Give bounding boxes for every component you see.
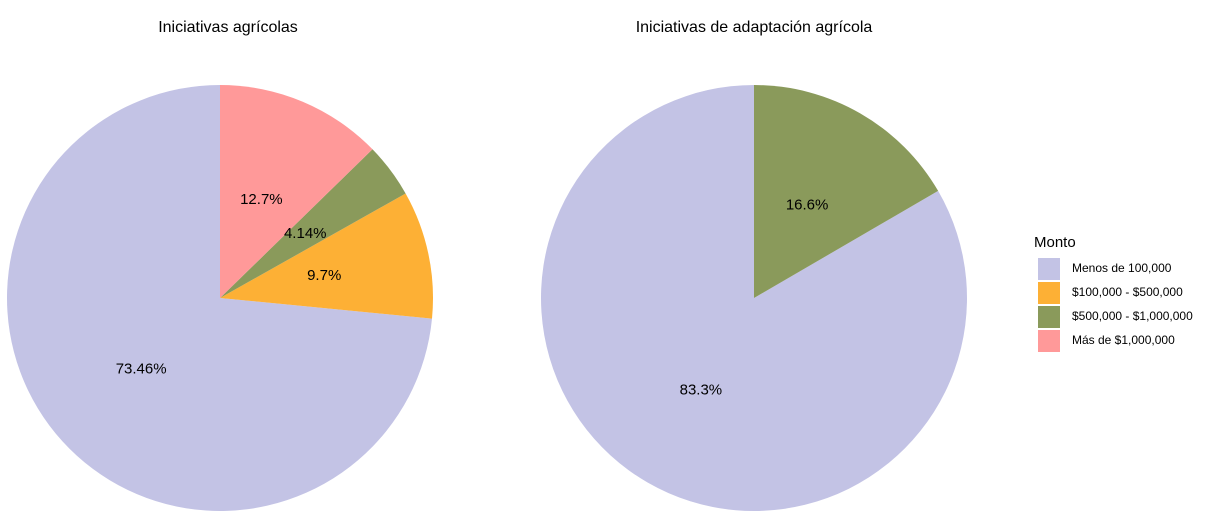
pie-slice bbox=[754, 84, 939, 298]
legend-key bbox=[1038, 330, 1060, 352]
value-label: 16.6% bbox=[786, 197, 829, 214]
legend-title: Monto bbox=[1034, 234, 1076, 251]
pie-slice bbox=[220, 193, 434, 319]
legend-label: $500,000 - $1,000,000 bbox=[1072, 309, 1193, 323]
value-label: 83.3% bbox=[680, 381, 723, 398]
legend-label: $100,000 - $500,000 bbox=[1072, 285, 1183, 299]
legend-key bbox=[1038, 306, 1060, 328]
legend-key bbox=[1038, 282, 1060, 304]
value-label: 73.46% bbox=[116, 361, 167, 378]
value-label: 4.14% bbox=[284, 225, 327, 242]
value-label: 12.7% bbox=[240, 191, 283, 208]
legend-label: Más de $1,000,000 bbox=[1072, 333, 1175, 347]
legend-label: Menos de 100,000 bbox=[1072, 261, 1172, 275]
chart-title: Iniciativas de adaptación agrícola bbox=[636, 19, 873, 36]
pie-slice bbox=[220, 85, 373, 298]
value-label: 9.7% bbox=[307, 267, 341, 284]
legend-key bbox=[1038, 258, 1060, 280]
pie-slice bbox=[7, 85, 433, 511]
chart-title: Iniciativas agrícolas bbox=[158, 19, 298, 36]
pie-slice bbox=[220, 149, 406, 298]
